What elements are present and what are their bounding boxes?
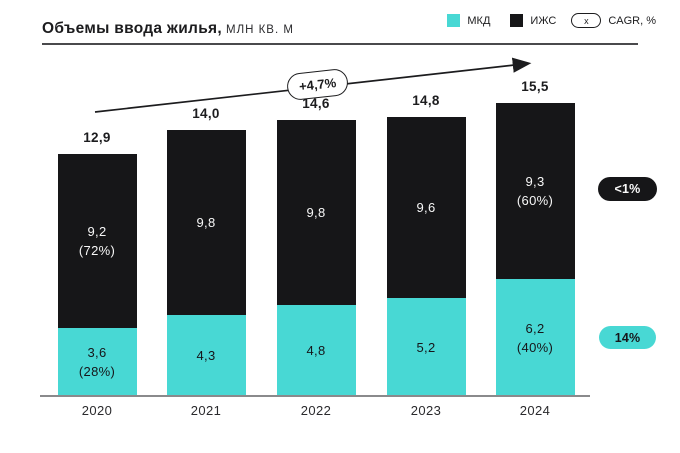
x-axis-label-2020: 2020: [81, 403, 113, 418]
legend-swatch-izhs: [510, 14, 524, 27]
bar-total-label-2023: 14,8: [412, 93, 440, 108]
bar-2022: 14,6 9,8 4,8: [276, 96, 356, 396]
cagr-x-symbol: x: [584, 15, 589, 26]
bar-total-label-2022: 14,6: [302, 96, 330, 111]
x-axis-line: [40, 395, 590, 397]
x-axis-label-2021: 2021: [190, 403, 222, 418]
chart-title-unit: млн кв. м: [225, 24, 294, 36]
segment-value-label: (40%): [516, 339, 554, 355]
legend-label-izhs: ИЖС: [530, 14, 557, 27]
segment-value-label: 9,8: [306, 205, 326, 220]
segment-mkd-2022: 4,8: [276, 305, 356, 396]
legend-swatch-mkd: [447, 14, 461, 27]
bar-2020: 12,9 9,2 (72%) 3,6 (28%): [57, 130, 137, 396]
bar-2021: 14,0 9,8 4,3: [166, 106, 246, 396]
legend-label-mkd: МКД: [467, 14, 491, 27]
chart-title: Объемы ввода жилья,: [42, 20, 222, 37]
x-axis-label-2024: 2024: [519, 403, 551, 418]
bar-total-label-2024: 15,5: [521, 79, 549, 94]
segment-mkd-2020: 3,6 (28%): [57, 328, 137, 396]
legend-label-cagr: CAGR, %: [608, 14, 656, 27]
segment-izhs-2024: 9,3 (60%): [495, 103, 575, 279]
bar-total-label-2021: 14,0: [192, 106, 220, 121]
segment-value-label: 3,6: [87, 345, 107, 360]
segment-mkd-2023: 5,2: [386, 298, 466, 396]
segment-izhs-2021: 9,8: [166, 130, 246, 315]
bar-2023: 14,8 9,6 5,2: [386, 93, 466, 396]
segment-izhs-2020: 9,2 (72%): [57, 154, 137, 328]
segment-value-label: (72%): [78, 243, 116, 258]
title-underline: [42, 43, 638, 45]
x-axis-label-2023: 2023: [410, 403, 442, 418]
segment-value-label: 4,3: [196, 348, 216, 363]
cagr-badge-mkd: 14%: [599, 326, 656, 349]
cagr-x-oval-icon: x: [571, 13, 602, 28]
segment-mkd-2024: 6,2 (40%): [495, 279, 575, 396]
bar-2024: 15,5 9,3 (60%) 6,2 (40%): [495, 79, 575, 396]
segment-value-label: (60%): [516, 193, 554, 208]
segment-value-label: (28%): [78, 364, 116, 379]
segment-mkd-2021: 4,3: [166, 315, 246, 396]
page-title: Объемы ввода жилья, млн кв. м: [42, 20, 294, 38]
segment-value-label: 9,6: [416, 200, 436, 215]
bar-total-label-2020: 12,9: [83, 130, 111, 145]
segment-value-label: 9,2: [87, 224, 107, 239]
segment-value-label: 5,2: [416, 339, 436, 355]
segment-value-label: 9,3: [525, 174, 545, 189]
segment-izhs-2023: 9,6: [386, 117, 466, 298]
segment-value-label: 9,8: [196, 215, 216, 230]
cagr-badge-izhs: <1%: [598, 177, 657, 201]
segment-value-label: 4,8: [306, 343, 326, 358]
segment-value-label: 6,2: [525, 320, 545, 336]
segment-izhs-2022: 9,8: [276, 120, 356, 305]
x-axis-label-2022: 2022: [300, 403, 332, 418]
chart-legend: МКД ИЖС x CAGR, %: [447, 13, 656, 28]
